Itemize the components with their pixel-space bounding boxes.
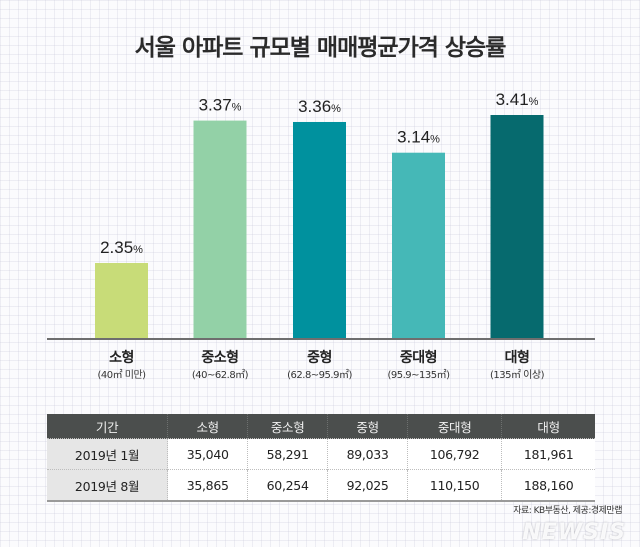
table-cell: 181,961 [501, 438, 595, 470]
bar-value-label: 3.14% [397, 128, 440, 147]
table-header-row: 기간 소형 중소형 중형 중대형 대형 [47, 414, 595, 439]
cell-period: 2019년 8월 [47, 469, 168, 502]
bar-value-unit: % [232, 102, 242, 114]
bar-value-number: 3.41 [496, 90, 529, 109]
bar-value-label: 3.36% [298, 97, 341, 116]
table-cell: 188,160 [501, 469, 595, 502]
table-cell: 89,033 [327, 438, 408, 470]
bar-value-number: 2.35 [100, 238, 133, 257]
category-label: 중형 [307, 349, 332, 366]
category-range-label: (40~62.8㎡) [192, 369, 249, 381]
table-cell: 110,150 [407, 469, 502, 502]
header-large: 대형 [501, 414, 595, 439]
category-range-label: (40㎡ 미만) [97, 369, 146, 381]
watermark-logo: NEWSIS [522, 520, 626, 545]
table-row: 2019년 1월 35,040 58,291 89,033 106,792 18… [47, 438, 595, 470]
header-period: 기간 [47, 414, 168, 439]
chart-title: 서울 아파트 규모별 매매평균가격 상승률 [134, 35, 507, 61]
table-cell: 92,025 [327, 469, 408, 502]
bar-2 [193, 120, 247, 340]
table-cell: 106,792 [407, 438, 502, 470]
category-range-label: (135㎡ 이상) [490, 369, 545, 381]
category-label: 중대형 [400, 349, 437, 366]
bar-value-label: 3.41% [496, 90, 539, 109]
cell-period: 2019년 1월 [47, 438, 168, 470]
category-label: 소형 [109, 349, 134, 366]
bar-value-unit: % [529, 96, 539, 108]
header-medium-large: 중대형 [407, 414, 502, 439]
header-medium: 중형 [327, 414, 408, 439]
table-cell: 35,865 [167, 469, 248, 502]
source-note: 자료: KB부동산, 제공:경제만랩 [513, 506, 622, 516]
bar-value-label: 3.37% [199, 96, 242, 115]
bar-value-number: 3.14 [397, 128, 430, 147]
header-small-medium: 중소형 [247, 414, 328, 439]
bar-value-number: 3.36 [298, 97, 331, 116]
table-cell: 60,254 [247, 469, 328, 502]
table-cell: 35,040 [167, 438, 248, 470]
table-cell: 58,291 [247, 438, 328, 470]
category-range-label: (62.8~95.9㎡) [287, 369, 352, 381]
bar-value-unit: % [133, 244, 143, 256]
category-range-label: (95.9~135㎡) [387, 369, 450, 381]
bar-3 [293, 121, 346, 339]
header-small: 소형 [167, 414, 248, 439]
price-table: 기간 소형 중소형 중형 중대형 대형 2019년 1월 35,040 58,2… [47, 414, 595, 502]
category-label: 중소형 [201, 349, 238, 366]
bar-value-unit: % [331, 103, 341, 115]
bar-1 [95, 263, 148, 339]
bar-chart: 2.35% 소형 (40㎡ 미만) 3.37% 중소형 (40~62.8㎡) 3.36% 중형… [47, 90, 595, 381]
bar-value-unit: % [430, 134, 440, 146]
bar-value-label: 2.35% [100, 238, 143, 257]
category-label: 대형 [505, 349, 530, 366]
bar-4 [392, 152, 445, 339]
bar-5 [490, 115, 544, 339]
bar-value-number: 3.37 [199, 96, 232, 115]
table-row: 2019년 8월 35,865 60,254 92,025 110,150 18… [47, 469, 595, 502]
